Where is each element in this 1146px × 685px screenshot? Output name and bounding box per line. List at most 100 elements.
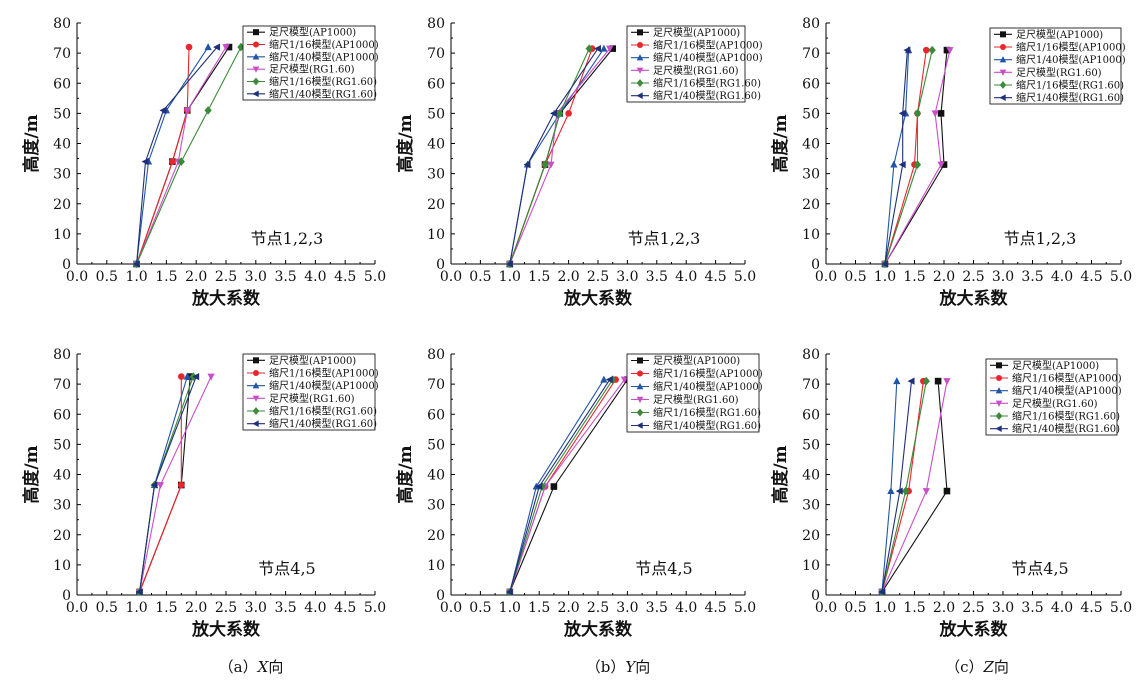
- x-tick-label: 5.0: [1110, 269, 1132, 285]
- data-point: [934, 377, 942, 385]
- legend-marker: [253, 370, 259, 376]
- y-tick-label: 80: [53, 347, 71, 363]
- data-point: [192, 372, 200, 381]
- y-tick-label: 0: [436, 257, 445, 273]
- data-point: [177, 157, 185, 166]
- x-tick-label: 1.0: [125, 600, 147, 616]
- legend-entry: 缩尺1/16模型(RG1.60): [653, 406, 761, 419]
- x-tick-label: 3.0: [245, 600, 267, 616]
- y-tick-label: 0: [62, 588, 71, 604]
- y-tick-label: 70: [427, 377, 445, 393]
- x-tick-label: 0.5: [96, 269, 118, 285]
- legend-entry: 缩尺1/16模型(AP1000): [269, 38, 379, 51]
- data-point: [150, 481, 158, 489]
- legend-marker: [995, 412, 1003, 420]
- legend-entry: 缩尺1/40模型(AP1000): [269, 50, 379, 63]
- data-point: [923, 46, 930, 54]
- x-tick-label: 4.5: [334, 600, 356, 616]
- legend-entry: 足尺模型(AP1000): [1012, 359, 1099, 372]
- y-tick-label: 70: [53, 46, 71, 62]
- y-tick-label: 80: [427, 347, 445, 363]
- legend-marker: [636, 92, 643, 99]
- y-tick-label: 30: [802, 498, 820, 514]
- caption-b-prefix: （b）: [585, 658, 626, 676]
- y-axis-title: 高度/m: [21, 445, 42, 503]
- x-tick-label: 3.5: [274, 600, 296, 616]
- x-tick-label: 3.5: [1021, 600, 1043, 616]
- data-point: [204, 43, 212, 51]
- chart-panel-6: 0.0 0.5 1.0 1.5 2.0 2.5 3.0 3.5 4.0 4.5 5.0 0 10 20 30…: [770, 347, 1132, 640]
- x-tick-label: 0.0: [815, 269, 837, 285]
- legend-marker: [636, 79, 644, 87]
- x-tick-label: 2.5: [962, 269, 984, 285]
- y-tick-label: 0: [811, 257, 820, 273]
- legend-entry: 足尺模型(AP1000): [653, 354, 740, 367]
- legend-entry: 缩尺1/16模型(RG1.60): [1016, 79, 1124, 92]
- x-tick-label: 0.0: [440, 269, 462, 285]
- x-axis-title: 放大系数: [191, 288, 261, 309]
- y-tick-label: 70: [802, 46, 820, 62]
- x-tick-label: 0.5: [844, 600, 866, 616]
- legend-marker: [999, 56, 1007, 63]
- data-point: [550, 483, 558, 490]
- series-line-1: [884, 50, 948, 265]
- legend-entry: 缩尺1/16模型(RG1.60): [269, 75, 377, 88]
- y-tick-label: 10: [53, 558, 71, 574]
- data-point: [620, 376, 629, 384]
- data-point: [222, 44, 230, 52]
- legend-entry: 缩尺1/40模型(RG1.60): [1012, 422, 1120, 435]
- data-point: [169, 158, 176, 165]
- y-tick-label: 70: [802, 377, 820, 393]
- legend-marker: [636, 408, 644, 417]
- data-point: [600, 44, 608, 52]
- x-axis-title: 放大系数: [563, 619, 633, 640]
- caption-b: （b）Y向: [427, 656, 809, 677]
- caption-c-axis: Z: [983, 658, 994, 676]
- legend-entry: 缩尺1/40模型(AP1000): [1012, 384, 1122, 397]
- y-tick-label: 80: [53, 16, 71, 32]
- series-line-6: [884, 50, 908, 265]
- data-point: [922, 488, 930, 496]
- y-tick-label: 80: [802, 16, 820, 32]
- series-line-5: [136, 46, 242, 265]
- legend-entry: 缩尺1/16模型(RG1.60): [269, 405, 377, 418]
- caption-b-suffix: 向: [635, 658, 651, 676]
- legend-marker: [252, 77, 260, 86]
- data-point: [609, 45, 616, 52]
- x-axis-title: 放大系数: [191, 619, 261, 640]
- legend-entry: 足尺模型(RG1.60): [1012, 397, 1098, 410]
- y-tick-label: 70: [427, 46, 445, 62]
- x-tick-label: 1.5: [903, 269, 925, 285]
- legend-entry: 缩尺1/40模型(RG1.60): [1016, 91, 1124, 104]
- chart-panel-4: 0.0 0.5 1.0 1.5 2.0 2.5 3.0 3.5 4.0 4.5 5.0 0 10 20 30…: [21, 347, 386, 640]
- legend-marker: [637, 370, 643, 377]
- data-point: [178, 481, 185, 489]
- data-point: [207, 373, 215, 381]
- series-line-4: [509, 379, 625, 593]
- legend-marker: [636, 54, 644, 61]
- legend-entry: 缩尺1/40模型(RG1.60): [653, 89, 761, 102]
- x-tick-label: 2.0: [185, 269, 207, 285]
- series-line-4: [884, 49, 951, 265]
- caption-a: （a）X向: [60, 656, 442, 677]
- legend-entry: 缩尺1/16模型(RG1.60): [653, 77, 761, 90]
- data-point: [937, 110, 945, 117]
- legend-entry: 足尺模型(RG1.60): [653, 393, 739, 406]
- x-tick-label: 0.5: [469, 269, 491, 285]
- chart-panel-1: 0.0 0.5 1.0 1.5 2.0 2.5 3.0 3.5 4.0 4.5 5.0 0 10 20 30…: [21, 16, 386, 309]
- series-line-4: [509, 48, 611, 265]
- legend-marker: [253, 357, 259, 364]
- x-tick-label: 2.0: [185, 600, 207, 616]
- data-point: [505, 588, 513, 596]
- series-line-6: [881, 381, 913, 593]
- y-tick-label: 20: [427, 197, 445, 213]
- y-tick-label: 60: [802, 76, 820, 92]
- legend-marker: [636, 382, 644, 390]
- x-tick-label: 4.0: [304, 269, 326, 285]
- node-annotation: 节点4,5: [635, 559, 692, 578]
- x-tick-label: 3.5: [1021, 269, 1043, 285]
- y-tick-label: 40: [427, 137, 445, 153]
- chart-panel-3: 0.0 0.5 1.0 1.5 2.0 2.5 3.0 3.5 4.0 4.5 5.0 0 10 20 30…: [770, 16, 1132, 309]
- y-tick-label: 20: [53, 528, 71, 544]
- x-tick-label: 1.0: [125, 269, 147, 285]
